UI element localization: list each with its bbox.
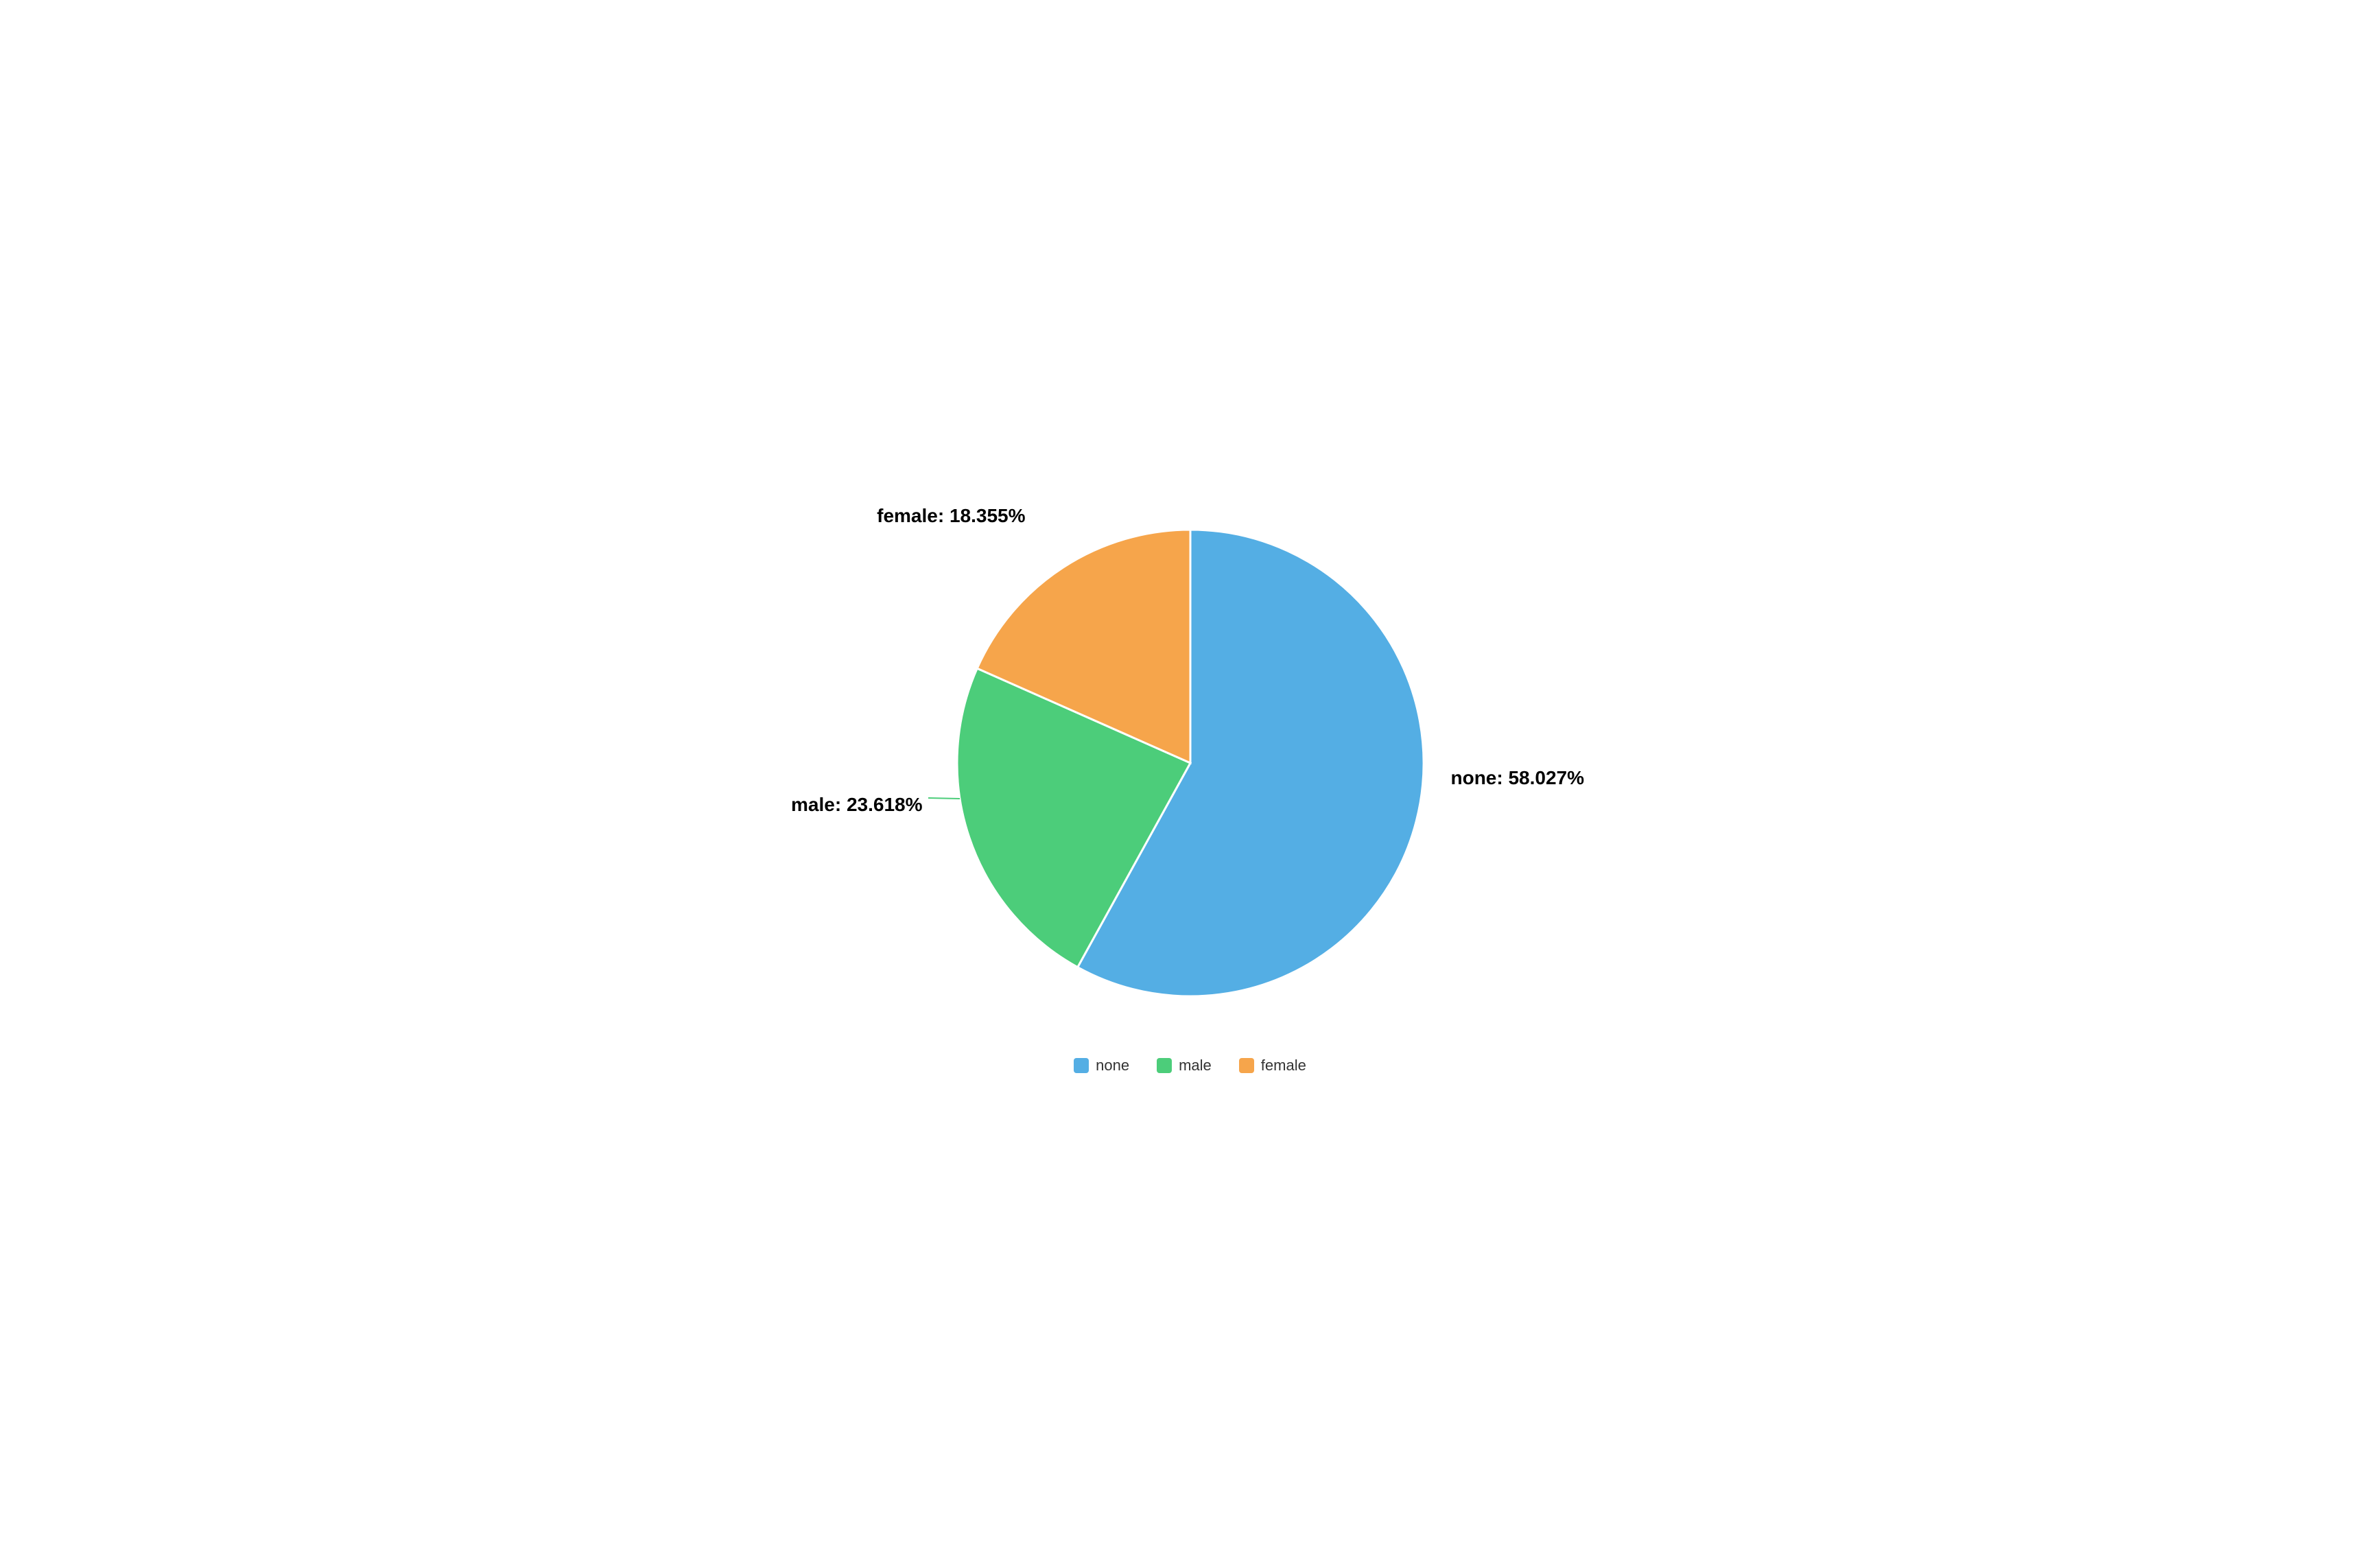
legend: none male female: [1074, 1057, 1306, 1074]
legend-label-male: male: [1179, 1057, 1212, 1074]
legend-swatch-none: [1074, 1058, 1089, 1073]
slice-label-female: female: 18.355%: [877, 505, 1025, 527]
slice-label-male: male: 23.618%: [791, 794, 922, 816]
leader-line-male: [928, 798, 960, 799]
slice-label-none: none: 58.027%: [1451, 767, 1585, 789]
legend-swatch-female: [1239, 1058, 1254, 1073]
legend-item-male[interactable]: male: [1157, 1057, 1212, 1074]
legend-item-female[interactable]: female: [1239, 1057, 1306, 1074]
pie-chart-container: none: 58.027% male: 23.618% female: 18.3…: [0, 0, 2380, 1563]
legend-swatch-male: [1157, 1058, 1172, 1073]
legend-item-none[interactable]: none: [1074, 1057, 1129, 1074]
pie-svg: [806, 489, 1575, 1037]
pie-chart: none: 58.027% male: 23.618% female: 18.3…: [806, 489, 1575, 1037]
legend-label-none: none: [1096, 1057, 1129, 1074]
legend-label-female: female: [1261, 1057, 1306, 1074]
